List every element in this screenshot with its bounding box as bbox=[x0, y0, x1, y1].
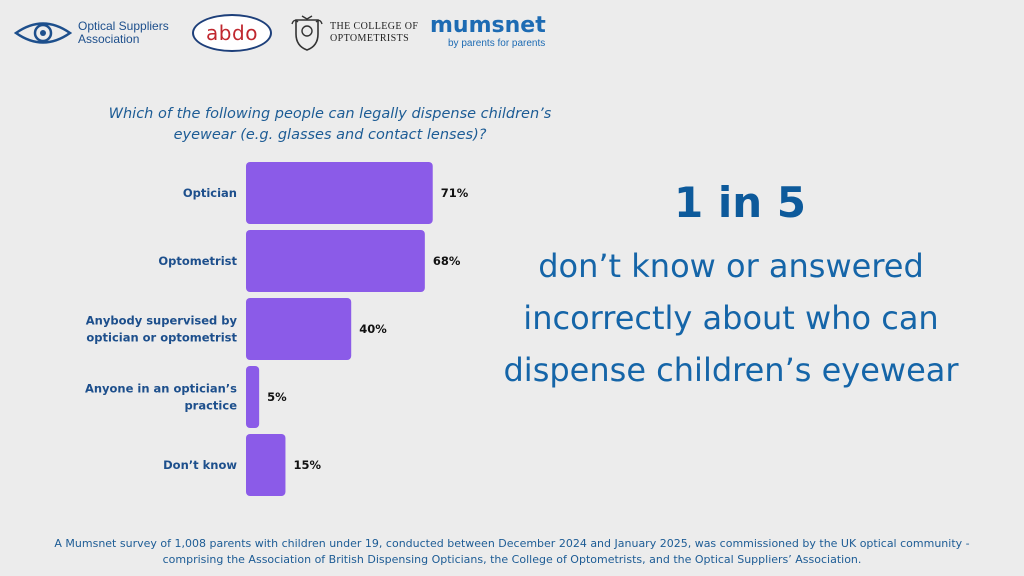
mumsnet-tagline: by parents for parents bbox=[448, 38, 546, 49]
mumsnet-logo: mumsnet by parents for parents bbox=[430, 13, 546, 50]
value-label-1: 68% bbox=[433, 254, 461, 268]
footnote-line2: comprising the Association of British Di… bbox=[162, 553, 862, 566]
osa-name-line1: Optical Suppliers bbox=[78, 19, 169, 33]
chart-question: Which of the following people can legall… bbox=[108, 106, 552, 143]
category-label-1: Optometrist bbox=[158, 254, 237, 268]
coo-name-line2: OPTOMETRISTS bbox=[330, 33, 410, 44]
category-label-3: Anyone in an optician’s practice bbox=[85, 382, 237, 413]
category-label-2: Anybody supervised by optician or optomet… bbox=[86, 314, 238, 345]
eye-icon bbox=[14, 22, 72, 44]
category-label-4: Don’t know bbox=[163, 458, 237, 472]
mumsnet-wordmark: mumsnet bbox=[430, 13, 546, 38]
bar-3 bbox=[246, 366, 260, 428]
bar-4 bbox=[246, 434, 286, 496]
bar-2 bbox=[246, 298, 352, 360]
bar-0 bbox=[246, 162, 433, 224]
value-label-0: 71% bbox=[441, 186, 469, 200]
osa-name-line2: Association bbox=[78, 32, 140, 46]
category-label-0: Optician bbox=[183, 186, 237, 200]
bar-1 bbox=[246, 230, 425, 292]
optical-suppliers-association-logo: Optical Suppliers Association bbox=[14, 16, 169, 50]
college-of-optometrists-logo: THE COLLEGE OF OPTOMETRISTS bbox=[290, 14, 418, 52]
value-label-2: 40% bbox=[359, 322, 387, 336]
value-label-3: 5% bbox=[267, 390, 287, 404]
abdo-wordmark: abdo bbox=[192, 14, 272, 52]
abdo-logo: abdo bbox=[192, 14, 272, 52]
logo-strip: Optical Suppliers Association abdo THE C… bbox=[14, 14, 554, 58]
value-label-4: 15% bbox=[293, 458, 321, 472]
stat-headline: 1 in 5 bbox=[674, 178, 806, 227]
coo-name-line1: THE COLLEGE OF bbox=[330, 21, 419, 32]
survey-footnote: A Mumsnet survey of 1,008 parents with c… bbox=[0, 536, 1024, 568]
stat-description: don’t know or answered incorrectly about… bbox=[503, 247, 959, 389]
bar-chart: 71% Optician 68% Optometrist 40% Anybody supe… bbox=[85, 162, 469, 496]
crest-icon bbox=[291, 15, 323, 51]
footnote-line1: A Mumsnet survey of 1,008 parents with c… bbox=[54, 537, 970, 550]
